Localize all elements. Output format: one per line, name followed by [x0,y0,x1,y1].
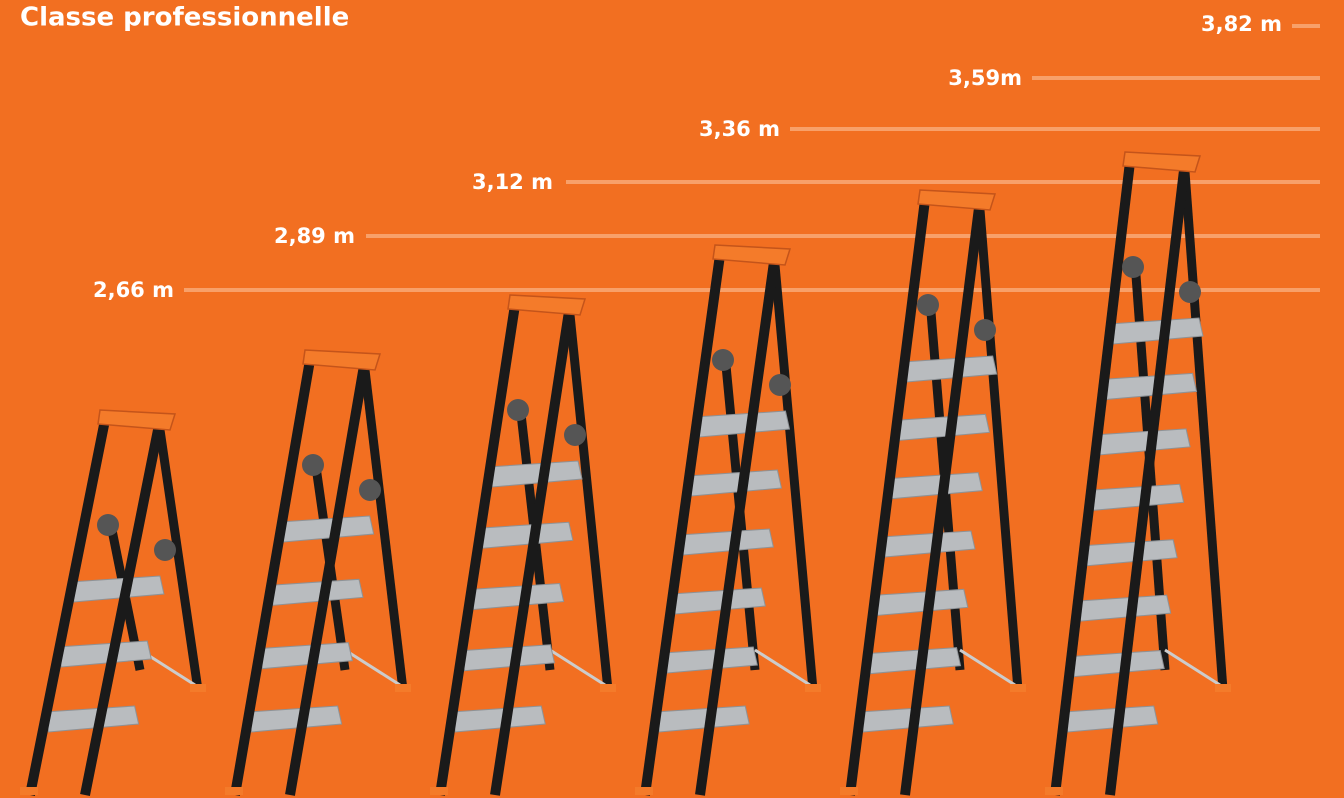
front-rail [1105,161,1190,796]
height-label: 3,82 m [1201,12,1282,36]
hinge [359,479,381,501]
platform [507,294,587,316]
front-rail [435,304,520,796]
hinge [564,424,586,446]
height-label: 2,89 m [274,224,355,248]
foot [1045,787,1063,795]
hinge [507,399,529,421]
height-label: 3,12 m [472,170,553,194]
spreader [959,648,1016,687]
rear-leg [155,429,203,691]
hinge [712,349,734,371]
foot [600,684,616,692]
hinge [917,294,939,316]
front-rail [230,359,315,796]
rear-leg [565,314,613,691]
front-rail [490,304,575,796]
foot [190,684,206,692]
front-rail [695,254,780,796]
spreader [344,648,401,687]
spreader [1164,648,1221,687]
foot [805,684,821,692]
hinge [97,514,119,536]
front-rail [1050,161,1135,796]
title: Classe professionnelle [20,3,349,33]
rear-leg [770,264,818,691]
foot [395,684,411,692]
hinge [769,374,791,396]
platform [97,409,177,431]
rear-leg [975,209,1023,691]
front-rail [845,199,930,796]
platform [712,244,792,266]
front-rail [285,359,370,796]
front-rail [640,254,725,796]
hinge [1122,256,1144,278]
foot [840,787,858,795]
front-rail [900,199,985,796]
hinge [154,539,176,561]
rear-leg [1180,171,1228,691]
rear-leg [360,369,408,691]
platform [917,189,997,211]
ladders [20,151,1231,796]
height-label: 2,66 m [93,278,174,302]
height-label: 3,36 m [699,117,780,141]
spreader [754,648,811,687]
height-scale: 2,66 m 2,89 m 3,12 m 3,36 m 3,59m 3,82 m [93,12,1320,302]
foot [20,787,38,795]
foot [635,787,653,795]
front-rail [25,419,110,796]
platform [302,349,382,371]
hinge [974,319,996,341]
foot [1215,684,1231,692]
platform [1122,151,1202,173]
hinge [302,454,324,476]
height-label: 3,59m [948,66,1022,90]
foot [225,787,243,795]
foot [1010,684,1026,692]
foot [430,787,448,795]
hinge [1179,281,1201,303]
spreader [549,648,606,687]
front-rail [80,419,165,796]
